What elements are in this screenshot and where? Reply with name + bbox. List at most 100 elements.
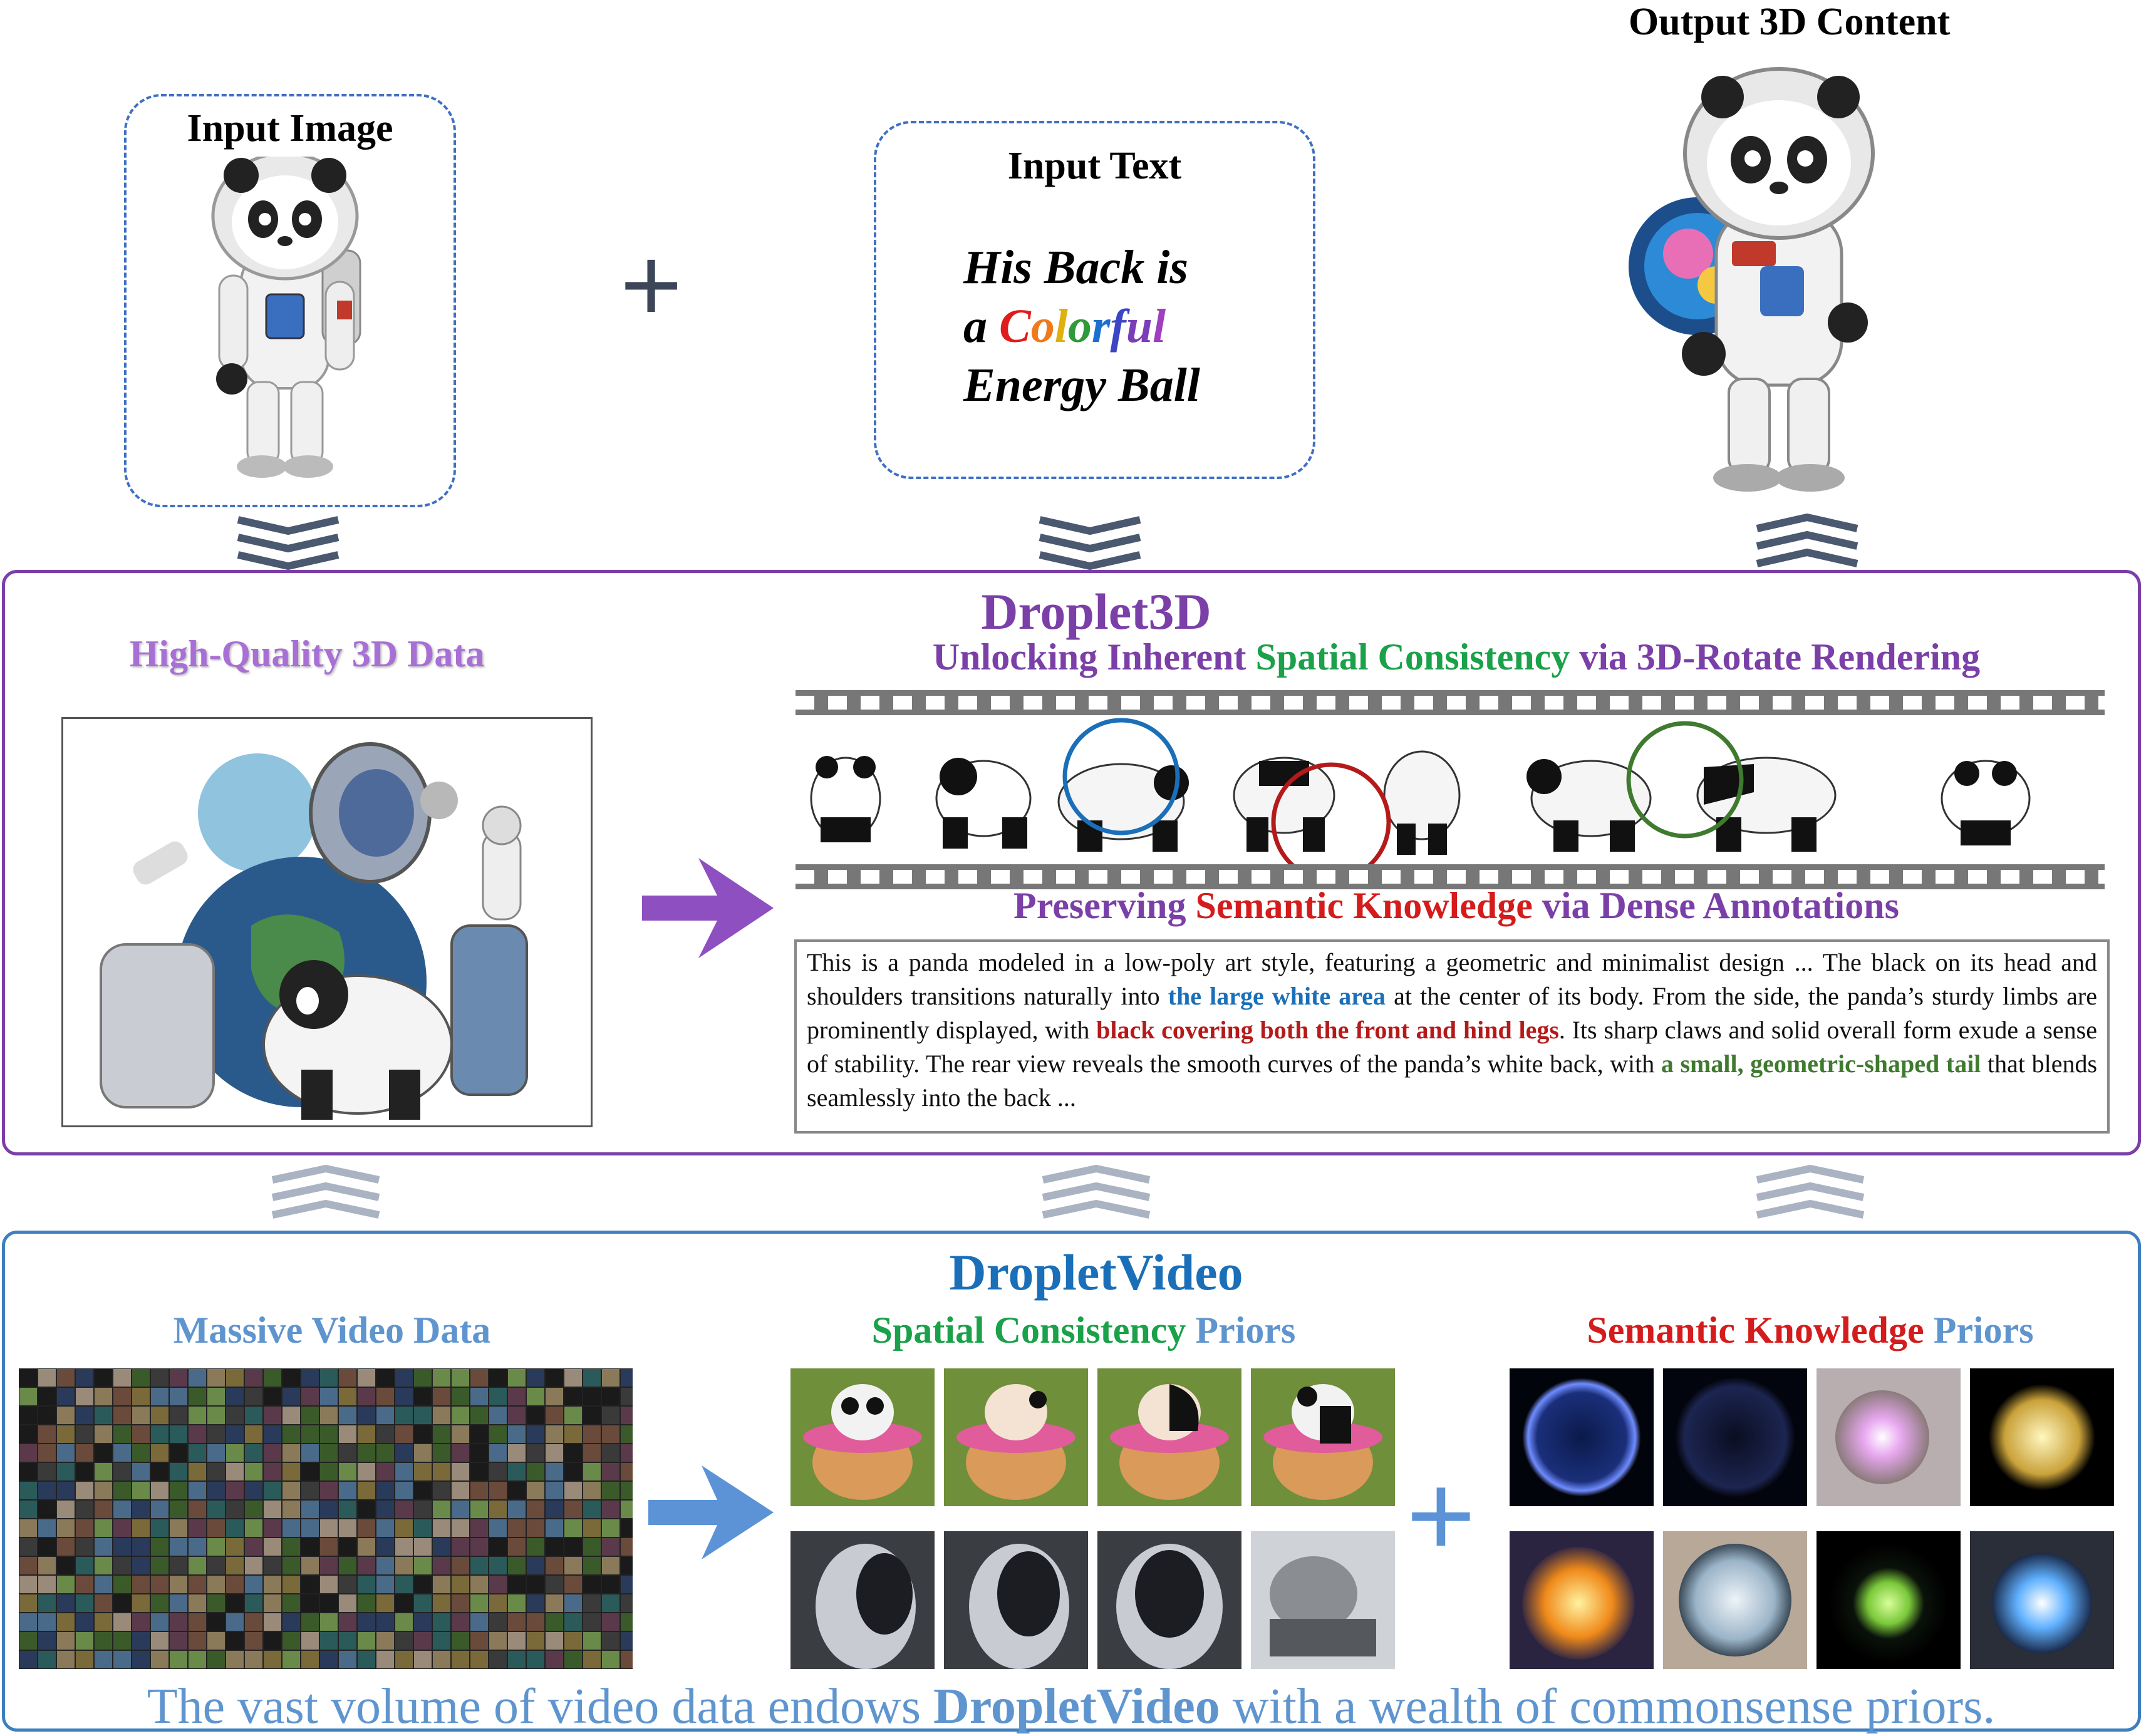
video-thumbnail-tile (151, 1613, 168, 1631)
highlight-circle-blue (1062, 718, 1180, 835)
video-thumbnail-tile (76, 1613, 93, 1631)
subtitle1-highlight: Spatial Consistency (1255, 636, 1570, 678)
video-thumbnail-tile (207, 1632, 225, 1650)
video-thumbnail-tile (358, 1632, 375, 1650)
video-thumbnail-tile (264, 1519, 281, 1537)
video-thumbnail-tile (76, 1425, 93, 1443)
video-thumbnail-tile (358, 1594, 375, 1612)
video-thumbnail-tile (189, 1388, 206, 1405)
video-thumbnail-tile (508, 1557, 526, 1574)
video-thumbnail-tile (320, 1519, 338, 1537)
video-thumbnail-tile (489, 1576, 507, 1593)
video-thumbnail-tile (19, 1425, 37, 1443)
video-thumbnail-tile (151, 1632, 168, 1650)
video-thumbnail-tile (452, 1407, 469, 1424)
video-thumbnail-tile (508, 1576, 526, 1593)
video-thumbnail-tile (207, 1407, 225, 1424)
colorful-word: Colorful (999, 300, 1166, 353)
video-thumbnail-tile (207, 1482, 225, 1499)
massive-video-label: Massive Video Data (173, 1310, 491, 1351)
video-thumbnail-tile (414, 1482, 432, 1499)
video-thumbnail-tile (264, 1613, 281, 1631)
energy-ball-frame (1510, 1531, 1654, 1669)
video-thumbnail-tile (151, 1576, 168, 1593)
video-thumbnail-tile (508, 1538, 526, 1556)
semantic-priors-highlight: Semantic Knowledge (1587, 1310, 1924, 1351)
video-thumbnail-tile (132, 1482, 150, 1499)
video-thumbnail-tile (452, 1594, 469, 1612)
video-thumbnail-tile (151, 1594, 168, 1612)
video-thumbnail-tile (95, 1444, 112, 1462)
video-thumbnail-tile (452, 1632, 469, 1650)
3d-data-collage (61, 717, 593, 1127)
video-thumbnail-tile (76, 1444, 93, 1462)
prompt-line-2: a Colorful (963, 297, 1200, 356)
video-thumbnail-tile (395, 1463, 413, 1480)
caption-part1: The vast volume of video data endows (147, 1679, 933, 1734)
video-thumbnail-tile (508, 1519, 526, 1537)
video-thumbnail-tile (546, 1501, 563, 1518)
video-thumbnail-tile (470, 1519, 488, 1537)
video-thumbnail-tile (583, 1594, 601, 1612)
video-thumbnail-tile (76, 1651, 93, 1668)
video-thumbnail-tile (264, 1482, 281, 1499)
video-thumbnail-tile (527, 1369, 544, 1387)
video-thumbnail-tile (621, 1463, 633, 1480)
video-thumbnail-tile (38, 1651, 56, 1668)
video-thumbnail-tile (282, 1538, 300, 1556)
video-thumbnail-tile (564, 1557, 582, 1574)
video-thumbnail-tile (301, 1407, 319, 1424)
video-thumbnail-tile (95, 1557, 112, 1574)
video-thumbnail-tile (151, 1651, 168, 1668)
video-thumbnail-tile (546, 1444, 563, 1462)
panda-astronaut-input-image (211, 157, 361, 478)
video-thumbnail-tile (602, 1519, 619, 1537)
video-thumbnail-tile (358, 1576, 375, 1593)
energy-ball-frame (1970, 1368, 2114, 1506)
video-thumbnail-tile (452, 1425, 469, 1443)
plus-sign: + (620, 225, 683, 344)
video-thumbnail-tile (414, 1651, 432, 1668)
caption-part2: with a wealth of commonsense priors. (1220, 1679, 1996, 1734)
video-thumbnail-tile (414, 1594, 432, 1612)
video-thumbnail-tile (527, 1388, 544, 1405)
dropletvideo-title: DropletVideo (949, 1244, 1243, 1301)
video-thumbnail-tile (452, 1538, 469, 1556)
dropletvideo-caption: The vast volume of video data endows Dro… (13, 1678, 2130, 1735)
video-thumbnail-tile (320, 1388, 338, 1405)
semantic-priors-suffix: Priors (1924, 1310, 2034, 1351)
video-thumbnail-tile (264, 1632, 281, 1650)
video-thumbnail-tile (339, 1388, 356, 1405)
video-thumbnail-tile (113, 1576, 131, 1593)
video-thumbnail-tile (602, 1557, 619, 1574)
video-thumbnail-tile (38, 1407, 56, 1424)
prompt-prefix: a (963, 300, 999, 353)
caption-bold: DropletVideo (933, 1679, 1220, 1734)
video-thumbnail-tile (489, 1482, 507, 1499)
video-thumbnail-tile (301, 1576, 319, 1593)
video-thumbnail-tile (226, 1425, 244, 1443)
video-thumbnail-tile (395, 1407, 413, 1424)
video-thumbnail-tile (170, 1519, 187, 1537)
video-thumbnail-tile (358, 1557, 375, 1574)
video-thumbnail-tile (489, 1369, 507, 1387)
video-thumbnail-tile (207, 1538, 225, 1556)
video-thumbnail-tile (189, 1613, 206, 1631)
video-thumbnail-tile (452, 1369, 469, 1387)
video-thumbnail-tile (189, 1407, 206, 1424)
video-thumbnail-tile (282, 1501, 300, 1518)
video-thumbnail-tile (414, 1557, 432, 1574)
video-thumbnail-tile (414, 1407, 432, 1424)
video-thumbnail-tile (339, 1632, 356, 1650)
video-thumbnail-tile (564, 1576, 582, 1593)
video-thumbnail-tile (602, 1407, 619, 1424)
video-thumbnail-tile (489, 1651, 507, 1668)
video-thumbnail-tile (95, 1463, 112, 1480)
video-thumbnail-tile (527, 1651, 544, 1668)
video-thumbnail-tile (95, 1425, 112, 1443)
panda-clip-frame (790, 1368, 935, 1506)
video-thumbnail-tile (621, 1519, 633, 1537)
video-thumbnail-tile (38, 1538, 56, 1556)
video-thumbnail-tile (320, 1407, 338, 1424)
video-thumbnail-tile (245, 1613, 262, 1631)
